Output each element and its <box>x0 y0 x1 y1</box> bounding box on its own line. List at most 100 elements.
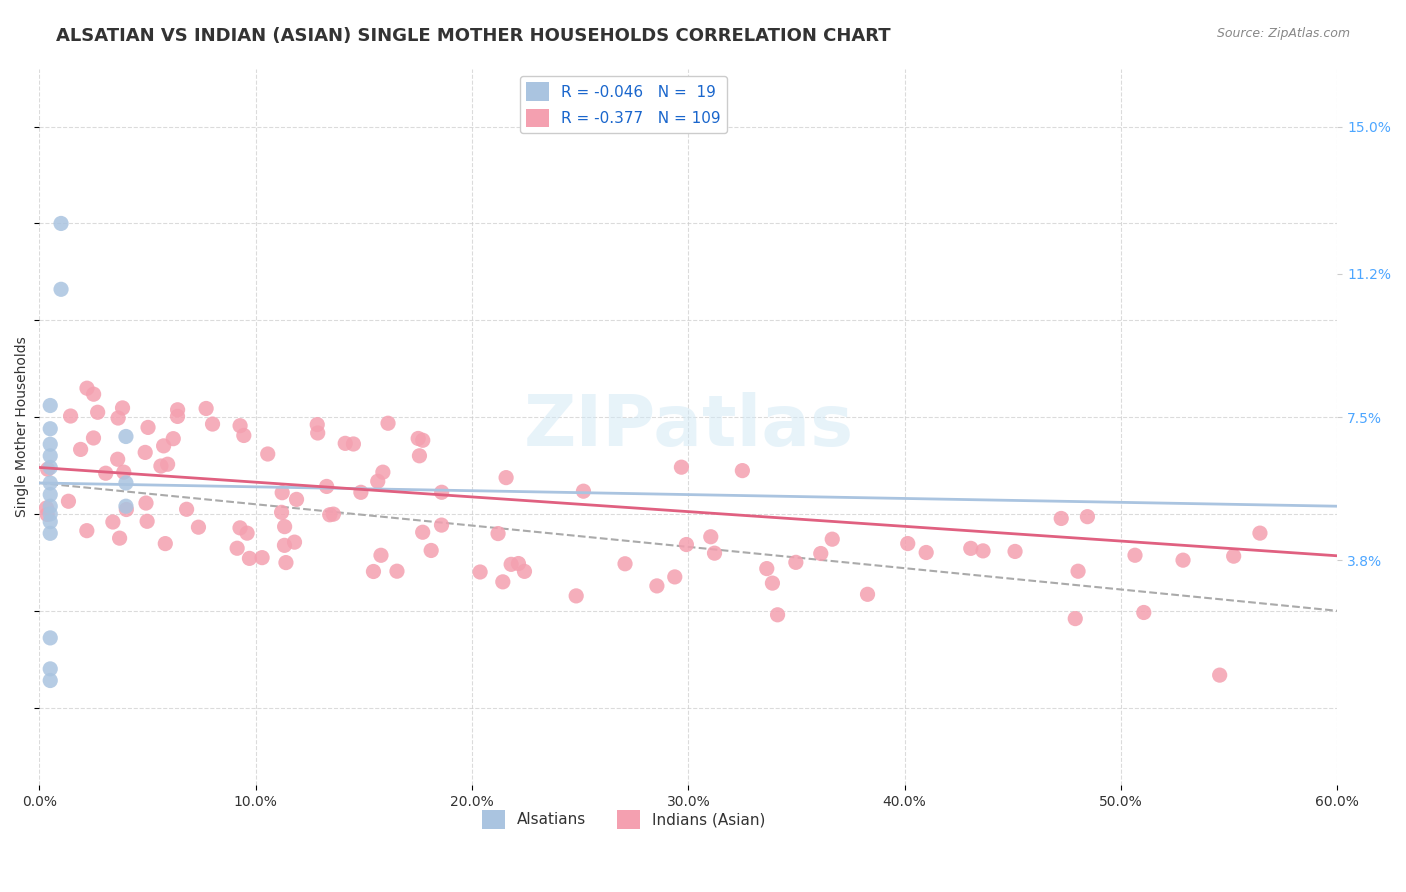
Point <box>412 434 434 448</box>
Point <box>135 496 157 510</box>
Point <box>115 499 138 513</box>
Point <box>307 425 329 440</box>
Point <box>785 555 807 569</box>
Point <box>270 505 292 519</box>
Point <box>39 662 62 676</box>
Point <box>1171 553 1194 567</box>
Point <box>232 428 254 442</box>
Point <box>39 475 62 490</box>
Point <box>377 416 399 430</box>
Point <box>76 524 98 538</box>
Y-axis label: Single Mother Households: Single Mother Households <box>15 336 30 517</box>
Point <box>274 556 297 570</box>
Point <box>614 557 637 571</box>
Point <box>959 541 981 556</box>
Point <box>187 520 209 534</box>
Point <box>856 587 879 601</box>
Point <box>69 442 91 457</box>
Point <box>731 464 754 478</box>
Point <box>755 561 778 575</box>
Point <box>1076 509 1098 524</box>
Point <box>108 531 131 545</box>
Point <box>342 437 364 451</box>
Point <box>229 521 252 535</box>
Point <box>59 409 82 423</box>
Point <box>83 387 105 401</box>
Point <box>195 401 218 416</box>
Point <box>430 518 453 533</box>
Point <box>766 607 789 622</box>
Point <box>1249 526 1271 541</box>
Point <box>112 465 135 479</box>
Point <box>915 545 938 559</box>
Point <box>273 519 295 533</box>
Point <box>94 467 117 481</box>
Point <box>412 525 434 540</box>
Point <box>58 494 80 508</box>
Point <box>420 543 443 558</box>
Point <box>39 631 62 645</box>
Point <box>513 565 536 579</box>
Point <box>468 565 491 579</box>
Point <box>315 479 337 493</box>
Point <box>201 417 224 431</box>
Point <box>486 526 509 541</box>
Point <box>408 449 430 463</box>
Point <box>821 532 844 546</box>
Point <box>115 475 138 490</box>
Point <box>226 541 249 556</box>
Point <box>1064 612 1087 626</box>
Point <box>703 546 725 560</box>
Point <box>1222 549 1244 564</box>
Point <box>700 530 723 544</box>
Point <box>335 436 357 450</box>
Point <box>107 452 129 467</box>
Point <box>115 429 138 443</box>
Point <box>508 557 530 571</box>
Point <box>166 402 188 417</box>
Point <box>363 565 385 579</box>
Point <box>238 551 260 566</box>
Point <box>1050 511 1073 525</box>
Text: ZIPatlas: ZIPatlas <box>523 392 853 461</box>
Point <box>35 500 58 515</box>
Point <box>406 432 429 446</box>
Point <box>370 549 392 563</box>
Point <box>39 515 62 529</box>
Point <box>37 462 59 476</box>
Point <box>371 465 394 479</box>
Point <box>115 502 138 516</box>
Point <box>229 418 252 433</box>
Point <box>49 282 72 296</box>
Point <box>162 432 184 446</box>
Legend: Alsatians, Indians (Asian): Alsatians, Indians (Asian) <box>475 804 772 835</box>
Point <box>39 487 62 501</box>
Point <box>1067 564 1090 578</box>
Point <box>283 535 305 549</box>
Point <box>495 470 517 484</box>
Point <box>897 536 920 550</box>
Point <box>236 526 259 541</box>
Point <box>39 507 62 521</box>
Point <box>675 537 697 551</box>
Point <box>972 544 994 558</box>
Point <box>39 526 62 541</box>
Point <box>572 484 595 499</box>
Point <box>1004 544 1026 558</box>
Text: ALSATIAN VS INDIAN (ASIAN) SINGLE MOTHER HOUSEHOLDS CORRELATION CHART: ALSATIAN VS INDIAN (ASIAN) SINGLE MOTHER… <box>56 27 891 45</box>
Point <box>155 536 177 550</box>
Point <box>285 492 308 507</box>
Point <box>39 460 62 475</box>
Point <box>39 449 62 463</box>
Point <box>273 538 295 552</box>
Point <box>322 507 344 521</box>
Point <box>101 515 124 529</box>
Point <box>111 401 134 415</box>
Point <box>149 458 172 473</box>
Point <box>367 475 389 489</box>
Point <box>136 420 159 434</box>
Point <box>256 447 278 461</box>
Point <box>565 589 588 603</box>
Point <box>307 417 329 432</box>
Point <box>176 502 198 516</box>
